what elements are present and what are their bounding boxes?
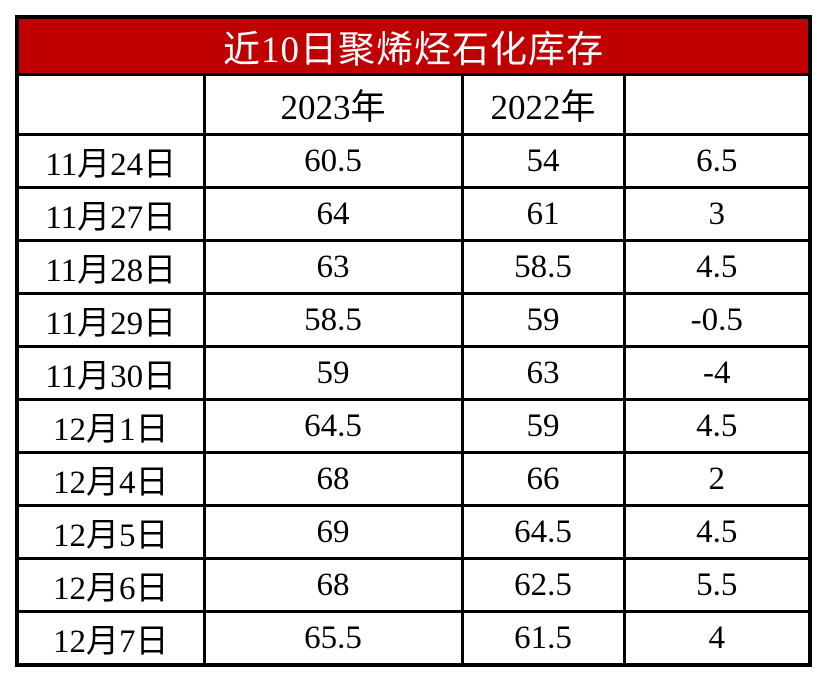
cell-date: 12月1日: [15, 398, 206, 454]
cell-diff-value: 4.5: [622, 398, 812, 454]
table-row: 12月7日 65.5 61.5 4: [15, 610, 812, 667]
table-row: 12月4日 68 66 2: [15, 451, 812, 507]
cell-date: 11月29日: [15, 292, 206, 348]
header-cell-2023: 2023年: [202, 73, 464, 136]
cell-2023-value: 68: [202, 557, 464, 613]
cell-date: 11月24日: [15, 133, 206, 189]
header-cell-2022: 2022年: [460, 73, 626, 136]
cell-date: 11月27日: [15, 186, 206, 242]
cell-2022-value: 63: [460, 345, 626, 401]
cell-2023-value: 68: [202, 451, 464, 507]
cell-2023-value: 64.5: [202, 398, 464, 454]
cell-date: 12月6日: [15, 557, 206, 613]
table-row: 11月28日 63 58.5 4.5: [15, 239, 812, 295]
cell-2022-value: 59: [460, 292, 626, 348]
cell-2022-value: 59: [460, 398, 626, 454]
cell-2022-value: 58.5: [460, 239, 626, 295]
cell-2022-value: 54: [460, 133, 626, 189]
cell-2023-value: 63: [202, 239, 464, 295]
table-row: 11月30日 59 63 -4: [15, 345, 812, 401]
header-cell-blank-left: [15, 73, 206, 136]
cell-diff-value: 6.5: [622, 133, 812, 189]
cell-diff-value: -4: [622, 345, 812, 401]
table-row: 12月6日 68 62.5 5.5: [15, 557, 812, 613]
cell-diff-value: 3: [622, 186, 812, 242]
table-row: 12月5日 69 64.5 4.5: [15, 504, 812, 560]
cell-date: 11月28日: [15, 239, 206, 295]
table-row: 11月29日 58.5 59 -0.5: [15, 292, 812, 348]
table-row: 11月27日 64 61 3: [15, 186, 812, 242]
cell-diff-value: 2: [622, 451, 812, 507]
table-row: 12月1日 64.5 59 4.5: [15, 398, 812, 454]
cell-diff-value: 4: [622, 610, 812, 667]
table-title-row: 近10日聚烯烃石化库存: [15, 15, 812, 76]
cell-2022-value: 61: [460, 186, 626, 242]
cell-2023-value: 58.5: [202, 292, 464, 348]
cell-date: 12月7日: [15, 610, 206, 667]
cell-diff-value: 4.5: [622, 504, 812, 560]
cell-diff-value: 5.5: [622, 557, 812, 613]
cell-2023-value: 59: [202, 345, 464, 401]
cell-2023-value: 60.5: [202, 133, 464, 189]
cell-2022-value: 61.5: [460, 610, 626, 667]
cell-2023-value: 69: [202, 504, 464, 560]
cell-2022-value: 64.5: [460, 504, 626, 560]
cell-2023-value: 65.5: [202, 610, 464, 667]
polyolefin-inventory-table: 近10日聚烯烃石化库存 2023年 2022年 11月24日 60.5 54 6.5 1…: [15, 15, 812, 667]
cell-date: 12月4日: [15, 451, 206, 507]
cell-2023-value: 64: [202, 186, 464, 242]
cell-date: 11月30日: [15, 345, 206, 401]
cell-date: 12月5日: [15, 504, 206, 560]
table-row: 11月24日 60.5 54 6.5: [15, 133, 812, 189]
table-header-row: 2023年 2022年: [15, 73, 812, 136]
cell-diff-value: -0.5: [622, 292, 812, 348]
header-cell-blank-right: [622, 73, 812, 136]
cell-diff-value: 4.5: [622, 239, 812, 295]
cell-2022-value: 62.5: [460, 557, 626, 613]
table-title: 近10日聚烯烃石化库存: [15, 15, 812, 76]
cell-2022-value: 66: [460, 451, 626, 507]
